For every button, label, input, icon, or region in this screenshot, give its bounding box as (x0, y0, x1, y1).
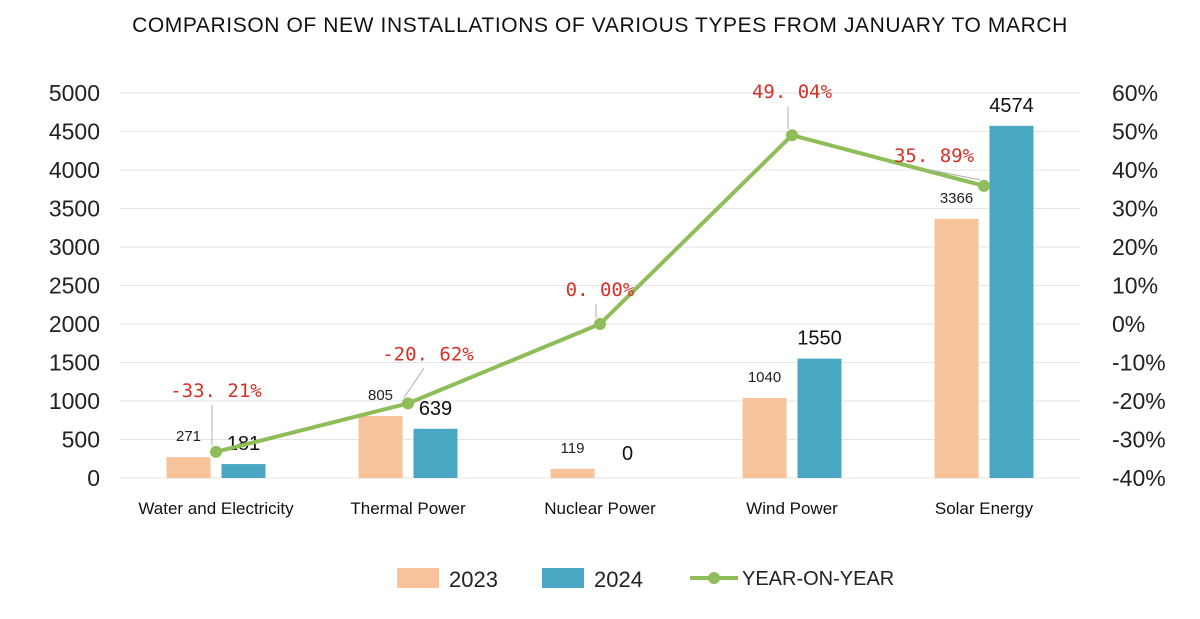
y-axis-right: -40% -30% -20% -10% 0% 10% 20% 30% 40% 50% 60% (1112, 80, 1166, 491)
y-left-tick-label: 2500 (49, 273, 100, 299)
y-right-tick-label: -20% (1112, 388, 1166, 414)
y-right-tick-label: 10% (1112, 273, 1158, 299)
chart-title: COMPARISON OF NEW INSTALLATIONS OF VARIO… (132, 14, 1068, 37)
y-left-tick-label: 3000 (49, 234, 100, 260)
bar-2024 (413, 428, 458, 478)
bar-2023 (166, 457, 211, 478)
yoy-value-label: 0. 00% (566, 279, 635, 301)
x-category-label: Water and Electricity (138, 499, 294, 518)
x-category-label: Wind Power (746, 499, 838, 518)
grid-lines (120, 92, 1080, 479)
bar-2023 (742, 397, 787, 478)
x-category-label: Nuclear Power (544, 499, 656, 518)
yoy-leader-line (929, 169, 981, 181)
yoy-point (594, 318, 606, 330)
y-left-tick-label: 3500 (49, 196, 100, 222)
yoy-point (786, 129, 798, 142)
yoy-value-label: -20. 62% (382, 343, 474, 365)
legend-label-2024: 2024 (594, 567, 643, 592)
y-right-tick-label: 40% (1112, 157, 1158, 183)
y-axis-left: 0 500 1000 1500 2000 2500 3000 3500 4000 4500 5000 (49, 80, 100, 491)
yoy-point (402, 397, 414, 410)
bar-2023-label: 805 (368, 387, 393, 404)
y-left-tick-label: 500 (62, 427, 100, 453)
y-right-tick-label: 50% (1112, 119, 1158, 145)
y-right-tick-label: -40% (1112, 465, 1166, 491)
y-left-tick-label: 4500 (49, 119, 100, 145)
bar-2024-label: 1550 (797, 328, 842, 350)
bar-2023-label: 271 (176, 428, 201, 445)
bar-2023-label: 1040 (748, 369, 781, 386)
y-left-tick-label: 0 (87, 465, 100, 491)
legend-swatch-2023 (397, 568, 439, 588)
yoy-value-label: -33. 21% (170, 380, 262, 402)
bar-2023-label: 3366 (940, 190, 973, 207)
bar-2024-label: 639 (419, 398, 452, 420)
y-left-tick-label: 1000 (49, 388, 100, 414)
yoy-labels: -33. 21% -20. 62% 0. 00% 49. 04% 35. 89% (170, 81, 981, 446)
x-category-label: Thermal Power (350, 499, 466, 518)
yoy-line (210, 129, 990, 458)
bar-2024-label: 0 (622, 443, 633, 465)
yoy-point (210, 445, 222, 458)
y-left-tick-label: 4000 (49, 157, 100, 183)
x-axis-categories: Water and Electricity Thermal Power Nuclea… (138, 499, 1033, 518)
y-right-tick-label: 60% (1112, 80, 1158, 106)
legend: 2023 2024 YEAR-ON-YEAR (397, 567, 894, 592)
bar-2024 (221, 464, 266, 478)
y-left-tick-label: 5000 (49, 80, 100, 106)
y-left-tick-label: 2000 (49, 311, 100, 337)
bar-2024 (989, 125, 1034, 478)
yoy-value-label: 35. 89% (894, 145, 975, 167)
yoy-point (978, 179, 990, 192)
y-right-tick-label: 0% (1112, 311, 1145, 337)
bars (166, 125, 1034, 478)
y-right-tick-label: -10% (1112, 350, 1166, 376)
bar-2023 (358, 416, 403, 478)
y-right-tick-label: -30% (1112, 427, 1166, 453)
y-right-tick-label: 20% (1112, 234, 1158, 260)
legend-label-yoy: YEAR-ON-YEAR (742, 568, 894, 590)
yoy-leader-line (403, 368, 425, 398)
legend-label-2023: 2023 (449, 567, 498, 592)
bar-2024-label: 4574 (989, 95, 1034, 117)
bar-2023 (934, 218, 979, 478)
bar-2023 (550, 468, 595, 478)
y-right-tick-label: 30% (1112, 196, 1158, 222)
yoy-value-label: 49. 04% (752, 81, 833, 103)
bar-2024 (797, 358, 842, 478)
bar-2023-label: 119 (561, 440, 585, 457)
x-category-label: Solar Energy (935, 499, 1034, 518)
legend-marker-yoy (708, 572, 720, 584)
legend-swatch-2024 (542, 568, 584, 588)
y-left-tick-label: 1500 (49, 350, 100, 376)
